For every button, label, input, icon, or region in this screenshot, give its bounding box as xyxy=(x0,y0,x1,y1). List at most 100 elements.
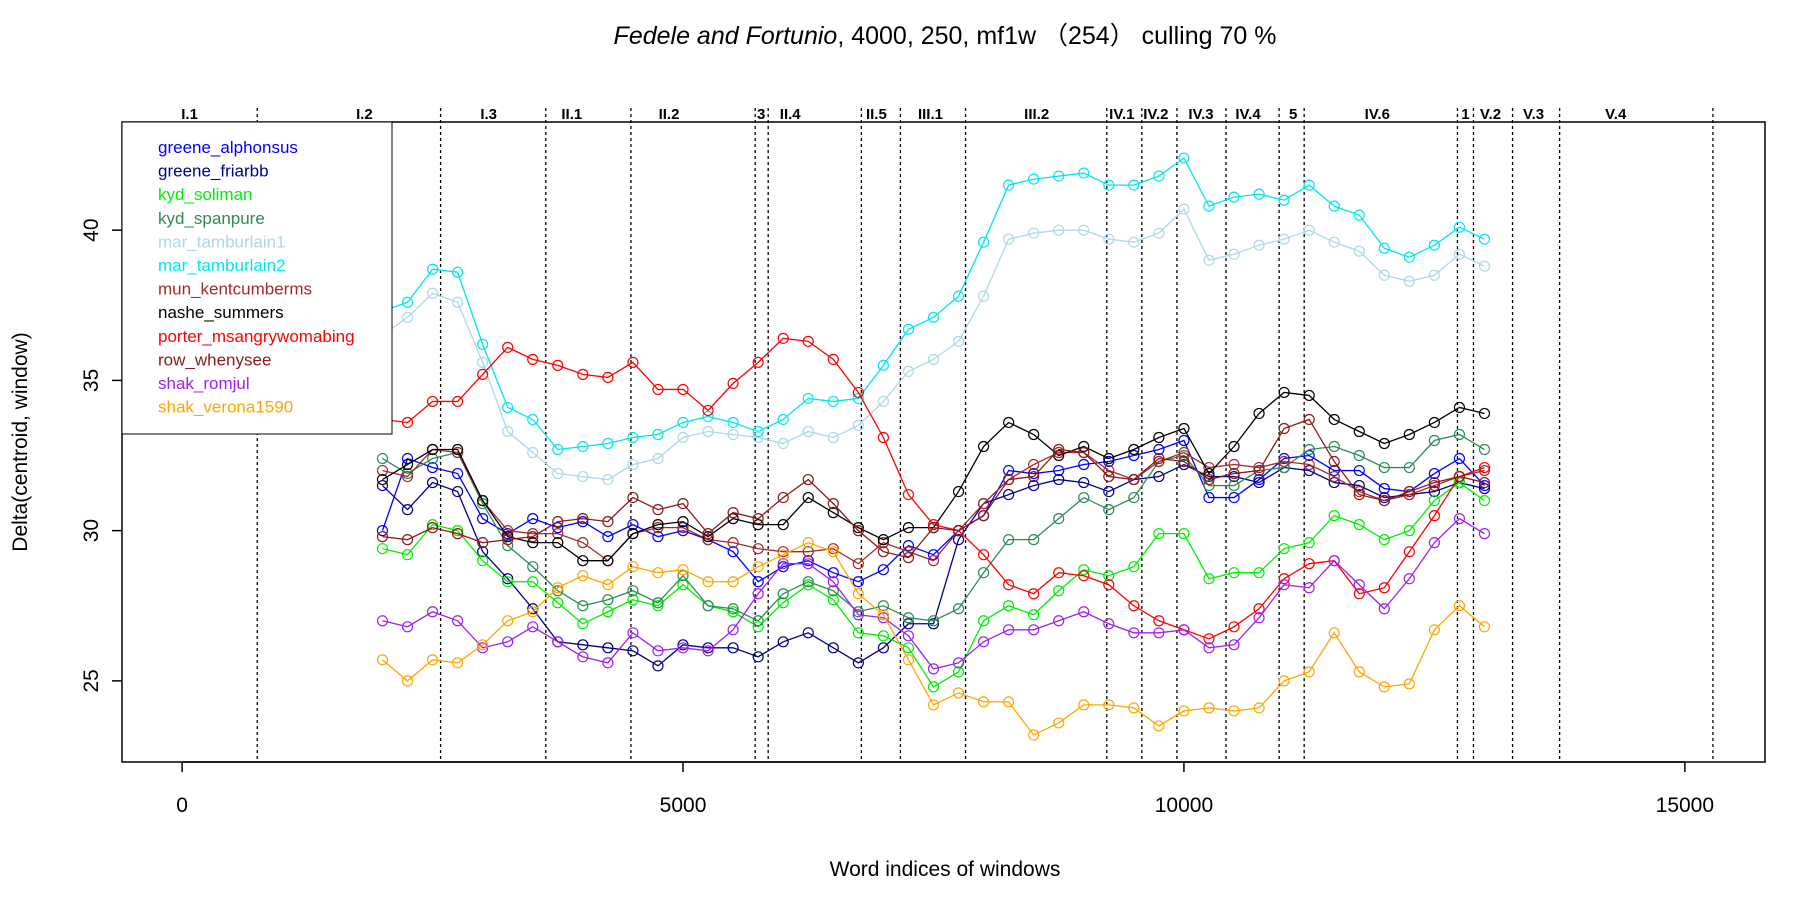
series-kyd_soliman xyxy=(376,476,1491,693)
legend-entry: greene_alphonsus xyxy=(158,138,298,157)
data-point xyxy=(1428,510,1440,522)
data-point xyxy=(1428,494,1440,507)
data-point xyxy=(827,585,839,597)
data-point xyxy=(477,546,489,558)
data-point xyxy=(1128,627,1140,639)
data-point xyxy=(1003,534,1015,546)
data-point xyxy=(877,546,889,558)
data-point xyxy=(1378,603,1390,615)
data-point xyxy=(1353,464,1365,477)
data-point xyxy=(777,588,789,600)
data-point xyxy=(1103,699,1115,711)
data-point xyxy=(802,473,814,486)
data-point xyxy=(1003,579,1015,591)
data-point xyxy=(702,645,714,657)
data-point xyxy=(577,440,589,453)
data-point xyxy=(552,359,564,371)
data-point xyxy=(602,594,614,606)
data-point xyxy=(1478,461,1491,474)
data-point xyxy=(702,534,714,546)
data-point xyxy=(1128,600,1140,612)
x-tick-label: 5000 xyxy=(660,794,707,817)
series-line xyxy=(382,208,1485,481)
data-point xyxy=(1378,242,1390,254)
data-point xyxy=(401,549,414,561)
data-point xyxy=(927,555,940,567)
data-point xyxy=(552,528,564,540)
legend-entry: shak_romjul xyxy=(158,374,250,393)
data-point xyxy=(502,534,514,546)
data-point xyxy=(1128,449,1140,462)
data-point xyxy=(452,296,464,308)
data-point xyxy=(777,549,789,561)
data-point xyxy=(1028,173,1040,185)
data-point xyxy=(902,522,915,534)
data-point xyxy=(602,371,614,383)
data-point xyxy=(1203,491,1215,504)
data-point xyxy=(1103,485,1115,498)
data-point xyxy=(552,467,564,480)
data-point xyxy=(877,600,889,612)
data-point xyxy=(1078,606,1090,618)
data-point xyxy=(1478,528,1491,540)
data-point xyxy=(452,657,464,669)
data-point xyxy=(1078,570,1090,582)
data-point xyxy=(877,630,889,642)
data-point xyxy=(627,356,639,368)
data-point xyxy=(627,431,639,444)
data-point xyxy=(426,519,439,531)
data-point xyxy=(552,443,564,456)
scene-labels: I.1 I.2 I.3 II.1 II.2 3 II.4 II.5 III.1 III.2 IV.1… xyxy=(181,106,1627,123)
data-point xyxy=(1478,621,1491,633)
series-greene_alphonsus xyxy=(376,434,1491,588)
data-point xyxy=(452,446,464,459)
data-point xyxy=(376,479,389,492)
scene-label: 1 xyxy=(1461,106,1469,123)
data-point xyxy=(1403,428,1415,441)
data-point xyxy=(1203,479,1215,492)
data-point xyxy=(1228,567,1240,579)
data-point xyxy=(1053,567,1065,579)
data-point xyxy=(1028,428,1040,441)
data-point xyxy=(627,519,639,531)
chart-title: Fedele and Fortunio, 4000, 250, mf1w （25… xyxy=(614,22,1277,50)
data-point xyxy=(401,467,414,480)
chart-title-rest: , 4000, 250, mf1w （254） culling 70 % xyxy=(837,22,1276,50)
data-point xyxy=(1128,443,1140,456)
data-point xyxy=(1353,488,1365,501)
data-point xyxy=(376,543,389,555)
data-point xyxy=(401,675,414,687)
data-point xyxy=(652,600,664,612)
data-point xyxy=(677,642,689,654)
data-point xyxy=(702,404,714,417)
data-point xyxy=(1478,494,1491,507)
data-point xyxy=(1428,479,1440,492)
data-point xyxy=(752,513,764,525)
data-point xyxy=(852,522,864,534)
data-point xyxy=(977,497,990,510)
series-porter_msangrywomabing xyxy=(376,332,1491,645)
data-point xyxy=(802,546,814,558)
data-point xyxy=(1253,188,1265,200)
data-point xyxy=(1428,239,1440,251)
scene-label: 3 xyxy=(757,106,765,123)
data-point xyxy=(1028,458,1040,471)
data-point xyxy=(927,618,940,630)
data-point xyxy=(1003,624,1015,636)
data-point xyxy=(1278,455,1290,468)
data-point xyxy=(752,425,764,438)
series-line xyxy=(382,337,1485,640)
data-point xyxy=(1303,449,1315,462)
data-point xyxy=(1403,573,1415,585)
data-point xyxy=(1028,588,1040,600)
data-point xyxy=(502,528,514,540)
series-line xyxy=(382,541,1485,736)
data-point xyxy=(727,642,739,654)
data-point xyxy=(426,606,439,618)
data-point xyxy=(802,335,814,347)
data-point xyxy=(727,546,739,558)
data-point xyxy=(677,564,689,576)
data-point xyxy=(952,657,965,669)
data-point xyxy=(1228,479,1240,492)
data-point xyxy=(852,386,864,399)
